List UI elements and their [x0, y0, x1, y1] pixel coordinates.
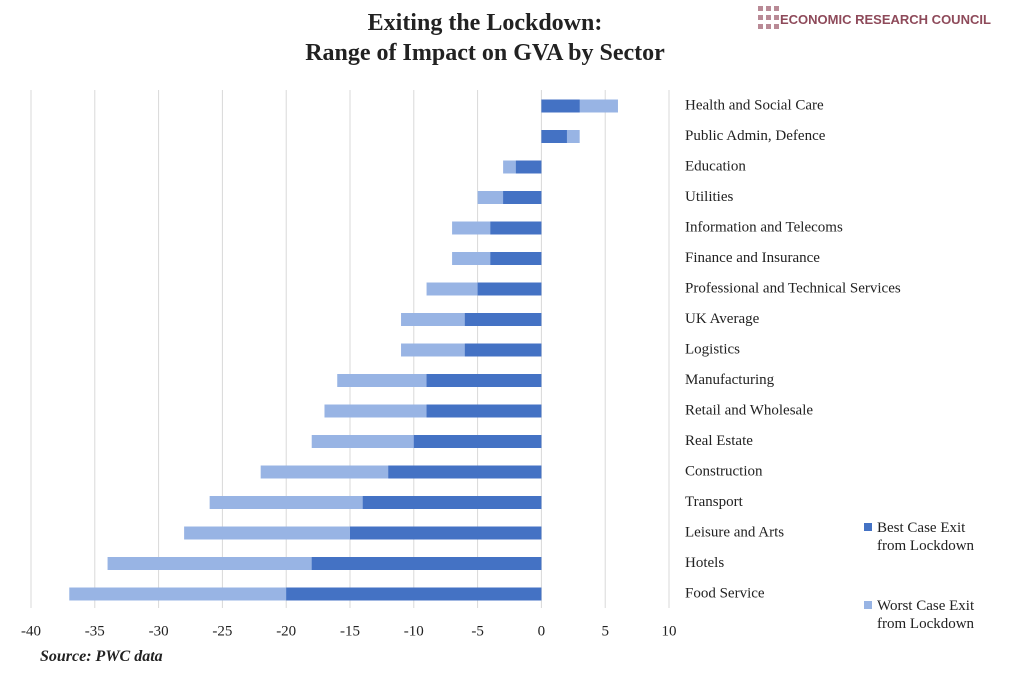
bar	[388, 465, 542, 479]
y-tick-label: Information and Telecoms	[685, 219, 843, 235]
x-tick-label: 10	[662, 623, 677, 639]
chart-title: Exiting the Lockdown: Range of Impact on…	[305, 10, 665, 66]
y-tick-label: Transport	[685, 494, 744, 510]
bar	[490, 252, 542, 265]
x-tick-label: -35	[85, 623, 105, 639]
y-tick-label: Hotels	[685, 555, 724, 571]
bar	[541, 99, 580, 113]
bar	[541, 130, 567, 143]
bar	[515, 160, 542, 174]
x-tick-label: -25	[212, 623, 232, 639]
bar	[362, 496, 542, 509]
legend-swatch	[864, 523, 872, 531]
y-tick-label: UK Average	[685, 311, 760, 327]
logo-mark	[758, 6, 779, 29]
x-tick-label: -5	[471, 623, 484, 639]
legend-label: Best Case Exit from Lockdown	[877, 520, 975, 554]
y-tick-label: Public Admin, Defence	[685, 128, 826, 144]
y-tick-label: Real Estate	[685, 433, 753, 449]
bar	[503, 191, 542, 204]
source-note: Source: PWC data	[40, 648, 163, 665]
bar	[464, 343, 542, 357]
legend-label: Worst Case Exit from Lockdown	[877, 598, 975, 632]
x-tick-label: -30	[149, 623, 169, 639]
bar	[286, 587, 542, 601]
x-tick-label: -20	[276, 623, 296, 639]
y-tick-label: Retail and Wholesale	[685, 402, 813, 418]
x-tick-label: -10	[404, 623, 424, 639]
y-tick-label: Leisure and Arts	[685, 524, 784, 540]
bar	[413, 435, 542, 448]
x-tick-label: 5	[601, 623, 609, 639]
x-tick-label: 0	[538, 623, 546, 639]
y-tick-label: Utilities	[685, 189, 733, 205]
y-tick-label: Finance and Insurance	[685, 250, 820, 266]
y-tick-label: Construction	[685, 463, 763, 479]
y-tick-label: Food Service	[685, 585, 765, 601]
bar	[311, 557, 542, 570]
bar	[477, 282, 542, 296]
y-tick-label: Health and Social Care	[685, 97, 824, 113]
y-tick-label: Logistics	[685, 341, 740, 357]
bar	[464, 313, 542, 326]
bar	[490, 221, 542, 235]
legend-swatch	[864, 601, 872, 609]
x-tick-label: -40	[21, 623, 41, 639]
y-tick-label: Manufacturing	[685, 372, 775, 388]
y-tick-label: Professional and Technical Services	[685, 280, 901, 296]
bar	[426, 404, 542, 418]
bar	[426, 374, 542, 387]
x-tick-label: -15	[340, 623, 360, 639]
y-tick-label: Education	[685, 158, 746, 174]
bar	[350, 526, 542, 540]
logo-text: ECONOMIC RESEARCH COUNCIL	[780, 12, 991, 27]
